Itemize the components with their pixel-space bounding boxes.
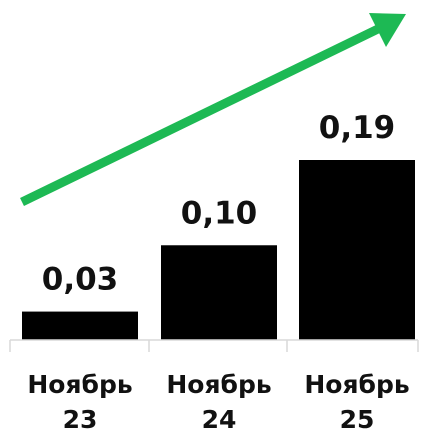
x-tick-label-1-line-2: 23 (63, 405, 98, 434)
x-axis (9, 339, 419, 352)
trend-arrow-head (369, 13, 406, 47)
data-label-2: 0,10 (181, 195, 258, 231)
trend-arrow-layer (20, 13, 406, 207)
trend-arrow-shaft (20, 22, 384, 207)
x-tick-label-3-line-1: Ноябрь (304, 370, 409, 399)
labels-layer: 0,03 Ноябрь 23 0,10 Ноябрь 24 0,19 Ноябрь 25 (27, 110, 409, 434)
data-label-1: 0,03 (42, 262, 119, 298)
x-tick-label-3-line-2: 25 (340, 405, 375, 434)
data-label-3: 0,19 (319, 110, 396, 146)
x-tick-label-1-line-1: Ноябрь (27, 370, 132, 399)
bars-layer (22, 160, 415, 340)
bar-1 (22, 311, 138, 340)
x-tick-label-2-line-1: Ноябрь (166, 370, 271, 399)
bar-2 (161, 245, 277, 340)
bar-3 (299, 160, 415, 340)
x-tick-label-2-line-2: 24 (202, 405, 237, 434)
